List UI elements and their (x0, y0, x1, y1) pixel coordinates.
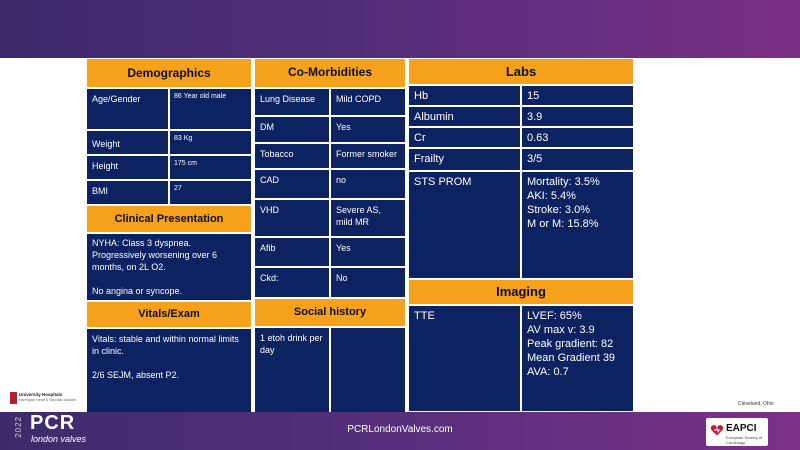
comorbidity-value: Former smoker (330, 143, 406, 169)
comorbidity-label: Ckd: (254, 267, 330, 298)
social-header: Social history (254, 298, 406, 327)
demographics-value: 83 Kg (169, 130, 252, 155)
demographics-header: Demographics (86, 58, 252, 88)
social-value (330, 327, 406, 414)
comorbidity-value: No (330, 267, 406, 298)
clinical-text: NYHA: Class 3 dyspnea. Progressively wor… (86, 233, 252, 301)
eapci-subtitle: European Society of Cardiology (726, 435, 763, 445)
lab-value: 3/5 (521, 148, 634, 171)
comorbidity-value: no (330, 169, 406, 199)
hospital-name: University Hospitals (19, 392, 63, 397)
hospital-subtitle: Harrington Heart & Vascular Institute (19, 398, 76, 402)
demographics-value: 27 (169, 180, 252, 205)
hospital-mark-icon (10, 392, 17, 404)
sts-prom-label: STS PROM (408, 171, 521, 279)
pcr-subtitle: london valves (31, 434, 87, 444)
pcr-logo: PCR (30, 412, 76, 434)
clinical-header: Clinical Presentation (86, 205, 252, 233)
comorbidity-label: CAD (254, 169, 330, 199)
comorbidity-label: Tobacco (254, 143, 330, 169)
comorbidity-value: Severe AS, mild MR (330, 199, 406, 237)
demographics-value: 86 Year old male (169, 88, 252, 130)
demographics-label: Weight (86, 130, 169, 155)
comorbidities-header: Co-Morbidities (254, 58, 406, 88)
comorbidity-label: VHD (254, 199, 330, 237)
sts-prom-value: Mortality: 3.5% AKI: 5.4% Stroke: 3.0% M… (521, 171, 634, 279)
comorbidity-value: Yes (330, 237, 406, 267)
social-label: 1 etoh drink per day (254, 327, 330, 414)
lab-label: Albumin (408, 106, 521, 127)
top-banner (0, 0, 800, 58)
lab-value: 15 (521, 85, 634, 106)
comorbidity-value: Mild COPD (330, 88, 406, 116)
comorbidity-label: DM (254, 116, 330, 143)
eapci-text: EAPCI (726, 423, 757, 434)
vitals-header: Vitals/Exam (86, 301, 252, 328)
comorbidity-label: Lung Disease (254, 88, 330, 116)
demographics-label: Height (86, 155, 169, 180)
lab-label: Frailty (408, 148, 521, 171)
vitals-text: Vitals: stable and within normal limits … (86, 328, 252, 414)
heart-icon (710, 425, 724, 436)
lab-value: 3.9 (521, 106, 634, 127)
tte-value: LVEF: 65% AV max v: 3.9 Peak gradient: 8… (521, 305, 634, 412)
tte-label: TTE (408, 305, 521, 412)
demographics-label: Age/Gender (86, 88, 169, 130)
location-text: Cleveland, Ohio (738, 401, 774, 407)
comorbidity-value: Yes (330, 116, 406, 143)
labs-header: Labs (408, 58, 634, 85)
imaging-header: Imaging (408, 279, 634, 305)
comorbidity-label: Afib (254, 237, 330, 267)
lab-value: 0.63 (521, 127, 634, 148)
lab-label: Cr (408, 127, 521, 148)
footer-url-link[interactable]: PCRLondonValves.com (347, 424, 453, 435)
demographics-value: 175 cm (169, 155, 252, 180)
lab-label: Hb (408, 85, 521, 106)
eapci-logo: EAPCI European Society of Cardiology (706, 418, 768, 446)
demographics-label: BMI (86, 180, 169, 205)
university-hospitals-logo: University Hospitals Harrington Heart & … (10, 391, 85, 407)
bottom-banner (0, 412, 800, 450)
